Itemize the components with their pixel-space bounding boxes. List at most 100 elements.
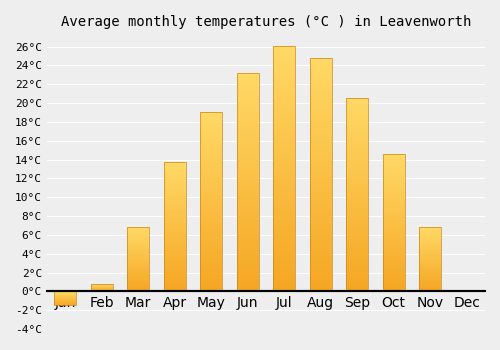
Bar [236, 92, 258, 95]
Bar [310, 161, 332, 163]
Bar [310, 235, 332, 238]
Bar [383, 264, 404, 265]
Bar [200, 284, 222, 286]
Bar [127, 280, 149, 281]
Bar [383, 163, 404, 165]
Bar [273, 286, 295, 289]
Bar [420, 231, 441, 232]
Bar [383, 208, 404, 209]
Bar [273, 154, 295, 156]
Bar [236, 79, 258, 82]
Bar [127, 260, 149, 261]
Bar [383, 161, 404, 162]
Bar [236, 104, 258, 106]
Bar [200, 170, 222, 172]
Bar [310, 242, 332, 245]
Bar [383, 180, 404, 181]
Bar [200, 155, 222, 157]
Bar [273, 281, 295, 284]
Bar [127, 289, 149, 290]
Bar [200, 182, 222, 184]
Bar [383, 194, 404, 195]
Bar [383, 190, 404, 191]
Bar [200, 252, 222, 254]
Bar [310, 65, 332, 67]
Bar [346, 206, 368, 208]
Bar [164, 267, 186, 268]
Bar [420, 273, 441, 274]
Bar [346, 170, 368, 172]
Bar [127, 263, 149, 264]
Bar [310, 179, 332, 182]
Bar [383, 224, 404, 225]
Bar [346, 230, 368, 231]
Bar [420, 251, 441, 252]
Bar [383, 279, 404, 280]
Bar [383, 238, 404, 239]
Bar [346, 280, 368, 282]
Bar [273, 225, 295, 228]
Bar [346, 233, 368, 235]
Bar [383, 232, 404, 233]
Bar [383, 287, 404, 289]
Bar [127, 245, 149, 246]
Bar [273, 144, 295, 146]
Bar [420, 274, 441, 275]
Bar [273, 181, 295, 183]
Bar [164, 236, 186, 237]
Bar [346, 121, 368, 124]
Bar [200, 254, 222, 256]
Bar [420, 253, 441, 254]
Bar [273, 210, 295, 213]
Bar [273, 264, 295, 267]
Bar [383, 254, 404, 256]
Bar [310, 231, 332, 233]
Bar [200, 234, 222, 236]
Bar [200, 212, 222, 215]
Bar [383, 176, 404, 177]
Bar [310, 266, 332, 268]
Bar [273, 124, 295, 127]
Bar [127, 229, 149, 230]
Bar [273, 289, 295, 291]
Bar [164, 173, 186, 174]
Bar [273, 220, 295, 223]
Bar [127, 269, 149, 270]
Bar [383, 249, 404, 250]
Bar [236, 217, 258, 219]
Bar [236, 77, 258, 79]
Bar [200, 186, 222, 188]
Bar [200, 229, 222, 231]
Bar [200, 193, 222, 195]
Bar [200, 168, 222, 170]
Bar [346, 220, 368, 222]
Bar [127, 235, 149, 236]
Bar [273, 240, 295, 242]
Bar [383, 198, 404, 199]
Bar [420, 245, 441, 246]
Bar [346, 116, 368, 118]
Bar [310, 58, 332, 291]
Bar [383, 173, 404, 175]
Bar [127, 282, 149, 283]
Bar [420, 266, 441, 267]
Bar [200, 184, 222, 186]
Bar [200, 196, 222, 198]
Bar [346, 147, 368, 148]
Bar [164, 165, 186, 166]
Bar [346, 235, 368, 237]
Bar [383, 258, 404, 260]
Bar [236, 114, 258, 117]
Bar [164, 227, 186, 228]
Bar [346, 218, 368, 220]
Bar [200, 207, 222, 209]
Bar [383, 158, 404, 159]
Bar [346, 137, 368, 139]
Bar [310, 58, 332, 60]
Bar [236, 75, 258, 77]
Bar [420, 285, 441, 286]
Bar [236, 272, 258, 274]
Bar [310, 170, 332, 172]
Bar [273, 230, 295, 232]
Bar [310, 205, 332, 207]
